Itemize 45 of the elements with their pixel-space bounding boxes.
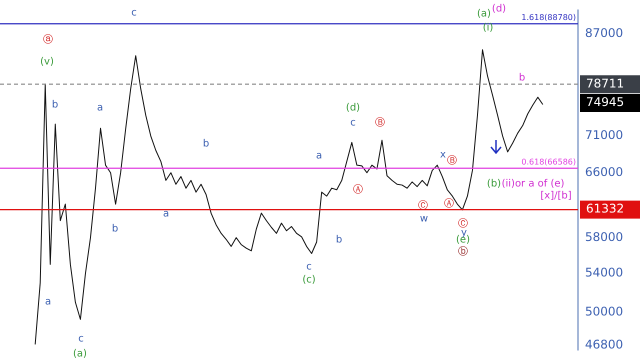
annotation: a [96,102,104,114]
ref-line-label: 1.618(88780) [521,12,576,22]
annotation: a [44,296,52,308]
annotation: (ii)or a of (e) [502,178,565,190]
annotation: c [131,8,137,19]
y-tick-label: 46800 [585,338,624,352]
annotation: (d) [492,4,506,15]
y-tick-label: 71000 [585,128,624,142]
annotation: Ⓐ [444,198,454,210]
annotation: [x]/[b] [540,190,572,202]
annotation: (d) [346,102,360,114]
y-tick-label: 66000 [585,164,624,179]
annotation: (a) [477,8,492,20]
ref-line-label: 0.618(66586) [521,157,576,166]
annotation: b [518,72,526,84]
annotation: c [350,118,356,129]
annotation: Ⓑ [375,116,385,129]
annotation: Ⓒ [458,218,468,230]
annotation: b [52,100,58,111]
annotation: b [336,234,342,246]
annotation: Ⓑ [447,154,457,167]
annotation: (v) [40,56,54,68]
y-tick-label: 87000 [585,26,624,40]
annotation: a [162,208,170,220]
annotation: (c) [302,274,316,286]
annotation: x [440,150,446,161]
annotation: b [202,138,210,150]
annotation: Ⓐ [353,184,363,196]
y-tick-label: 54000 [585,266,624,280]
annotation: (b) [486,178,502,190]
annotation: (a) [73,348,88,360]
annotation: a [316,150,322,162]
ref-line-label: 61332 [586,202,624,216]
annotation: w [420,214,428,225]
annotation: (i) [482,22,494,34]
annotation: b [112,224,118,235]
y-tick-label: 58000 [585,230,624,244]
annotation: Ⓒ [418,200,428,212]
annotation: ⓑ [458,246,468,258]
text: 74945 [586,95,624,110]
annotation: c [78,334,84,345]
ref-line-label: 78711 [586,76,624,90]
annotation: ⓐ [43,34,53,46]
annotation: c [306,262,312,273]
y-tick-label: 50000 [585,304,624,318]
